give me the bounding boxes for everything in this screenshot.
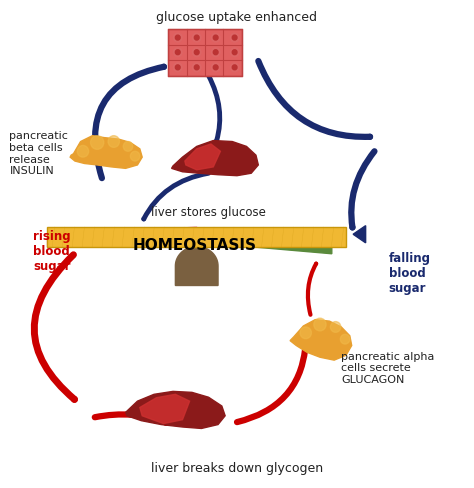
Circle shape (211, 33, 220, 42)
Circle shape (91, 136, 104, 149)
Circle shape (173, 63, 182, 72)
Circle shape (175, 65, 180, 70)
Circle shape (194, 65, 199, 70)
Circle shape (173, 33, 182, 42)
Circle shape (230, 63, 239, 72)
Polygon shape (353, 225, 365, 243)
FancyArrowPatch shape (34, 255, 74, 399)
FancyArrowPatch shape (237, 348, 305, 422)
Text: liver stores glucose: liver stores glucose (151, 206, 266, 219)
Circle shape (192, 63, 201, 72)
Circle shape (232, 50, 237, 55)
Circle shape (232, 35, 237, 40)
Polygon shape (175, 246, 218, 285)
Circle shape (230, 48, 239, 57)
Circle shape (340, 334, 350, 344)
Circle shape (192, 33, 201, 42)
FancyArrowPatch shape (95, 414, 166, 423)
Circle shape (194, 50, 199, 55)
Polygon shape (126, 391, 225, 428)
FancyBboxPatch shape (47, 227, 346, 247)
FancyArrowPatch shape (144, 173, 209, 219)
Circle shape (213, 65, 218, 70)
Circle shape (300, 327, 311, 339)
Polygon shape (140, 394, 190, 424)
Circle shape (211, 48, 220, 57)
FancyArrowPatch shape (308, 264, 316, 315)
Text: rising
blood
sugar: rising blood sugar (33, 230, 71, 273)
Polygon shape (185, 144, 220, 170)
Text: liver breaks down glycogen: liver breaks down glycogen (151, 462, 323, 475)
Polygon shape (47, 227, 197, 247)
Circle shape (232, 65, 237, 70)
Circle shape (108, 136, 119, 147)
FancyArrowPatch shape (95, 67, 164, 178)
Polygon shape (197, 234, 332, 254)
FancyArrowPatch shape (258, 61, 370, 137)
Circle shape (213, 50, 218, 55)
Text: falling
blood
sugar: falling blood sugar (389, 252, 431, 295)
Circle shape (123, 142, 133, 151)
Circle shape (330, 322, 341, 332)
Polygon shape (70, 136, 142, 168)
Circle shape (77, 145, 89, 157)
FancyArrowPatch shape (209, 76, 220, 141)
FancyBboxPatch shape (168, 29, 242, 76)
Text: pancreatic alpha
cells secrete
GLUCAGON: pancreatic alpha cells secrete GLUCAGON (341, 352, 435, 385)
Circle shape (175, 35, 180, 40)
FancyArrowPatch shape (351, 151, 374, 227)
Circle shape (314, 318, 326, 331)
Circle shape (192, 48, 201, 57)
Circle shape (173, 48, 182, 57)
Circle shape (211, 63, 220, 72)
Text: HOMEOSTASIS: HOMEOSTASIS (132, 238, 256, 253)
Circle shape (194, 35, 199, 40)
Polygon shape (172, 141, 258, 176)
Circle shape (175, 50, 180, 55)
Circle shape (130, 151, 140, 161)
Text: glucose uptake enhanced: glucose uptake enhanced (156, 11, 318, 23)
Circle shape (230, 33, 239, 42)
Circle shape (213, 35, 218, 40)
Polygon shape (290, 320, 352, 360)
Text: pancreatic
beta cells
release
INSULIN: pancreatic beta cells release INSULIN (9, 131, 68, 176)
